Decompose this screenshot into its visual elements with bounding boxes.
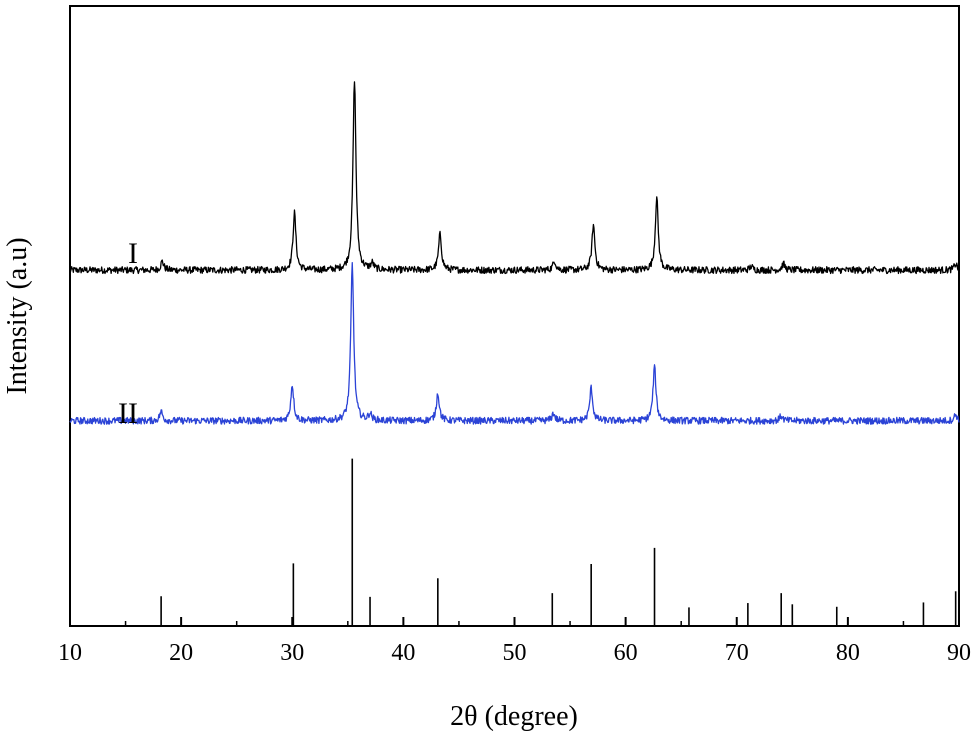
x-tick-label: 30 [280,640,304,666]
series-line-I [69,81,960,275]
x-axis: 10 20 30 40 50 60 70 80 90 [58,617,971,666]
x-tick-label: 20 [169,640,193,666]
x-axis-title: 2θ (degree) [450,701,578,732]
series-layer [69,81,960,425]
x-tick-label: 70 [725,640,749,666]
x-tick-label: 40 [391,640,415,666]
x-tick-label: 90 [947,640,971,666]
y-axis-title: Intensity (a.u) [2,237,33,394]
x-tick-label: 60 [614,640,638,666]
reference-pattern [160,458,957,626]
x-tick-label: 10 [58,640,82,666]
curve-label-II: II [118,397,138,430]
curve-label-I: I [128,237,138,270]
x-tick-label: 80 [836,640,860,666]
plot-frame [69,5,960,627]
series-line-II [69,262,960,425]
x-tick-label: 50 [503,640,527,666]
